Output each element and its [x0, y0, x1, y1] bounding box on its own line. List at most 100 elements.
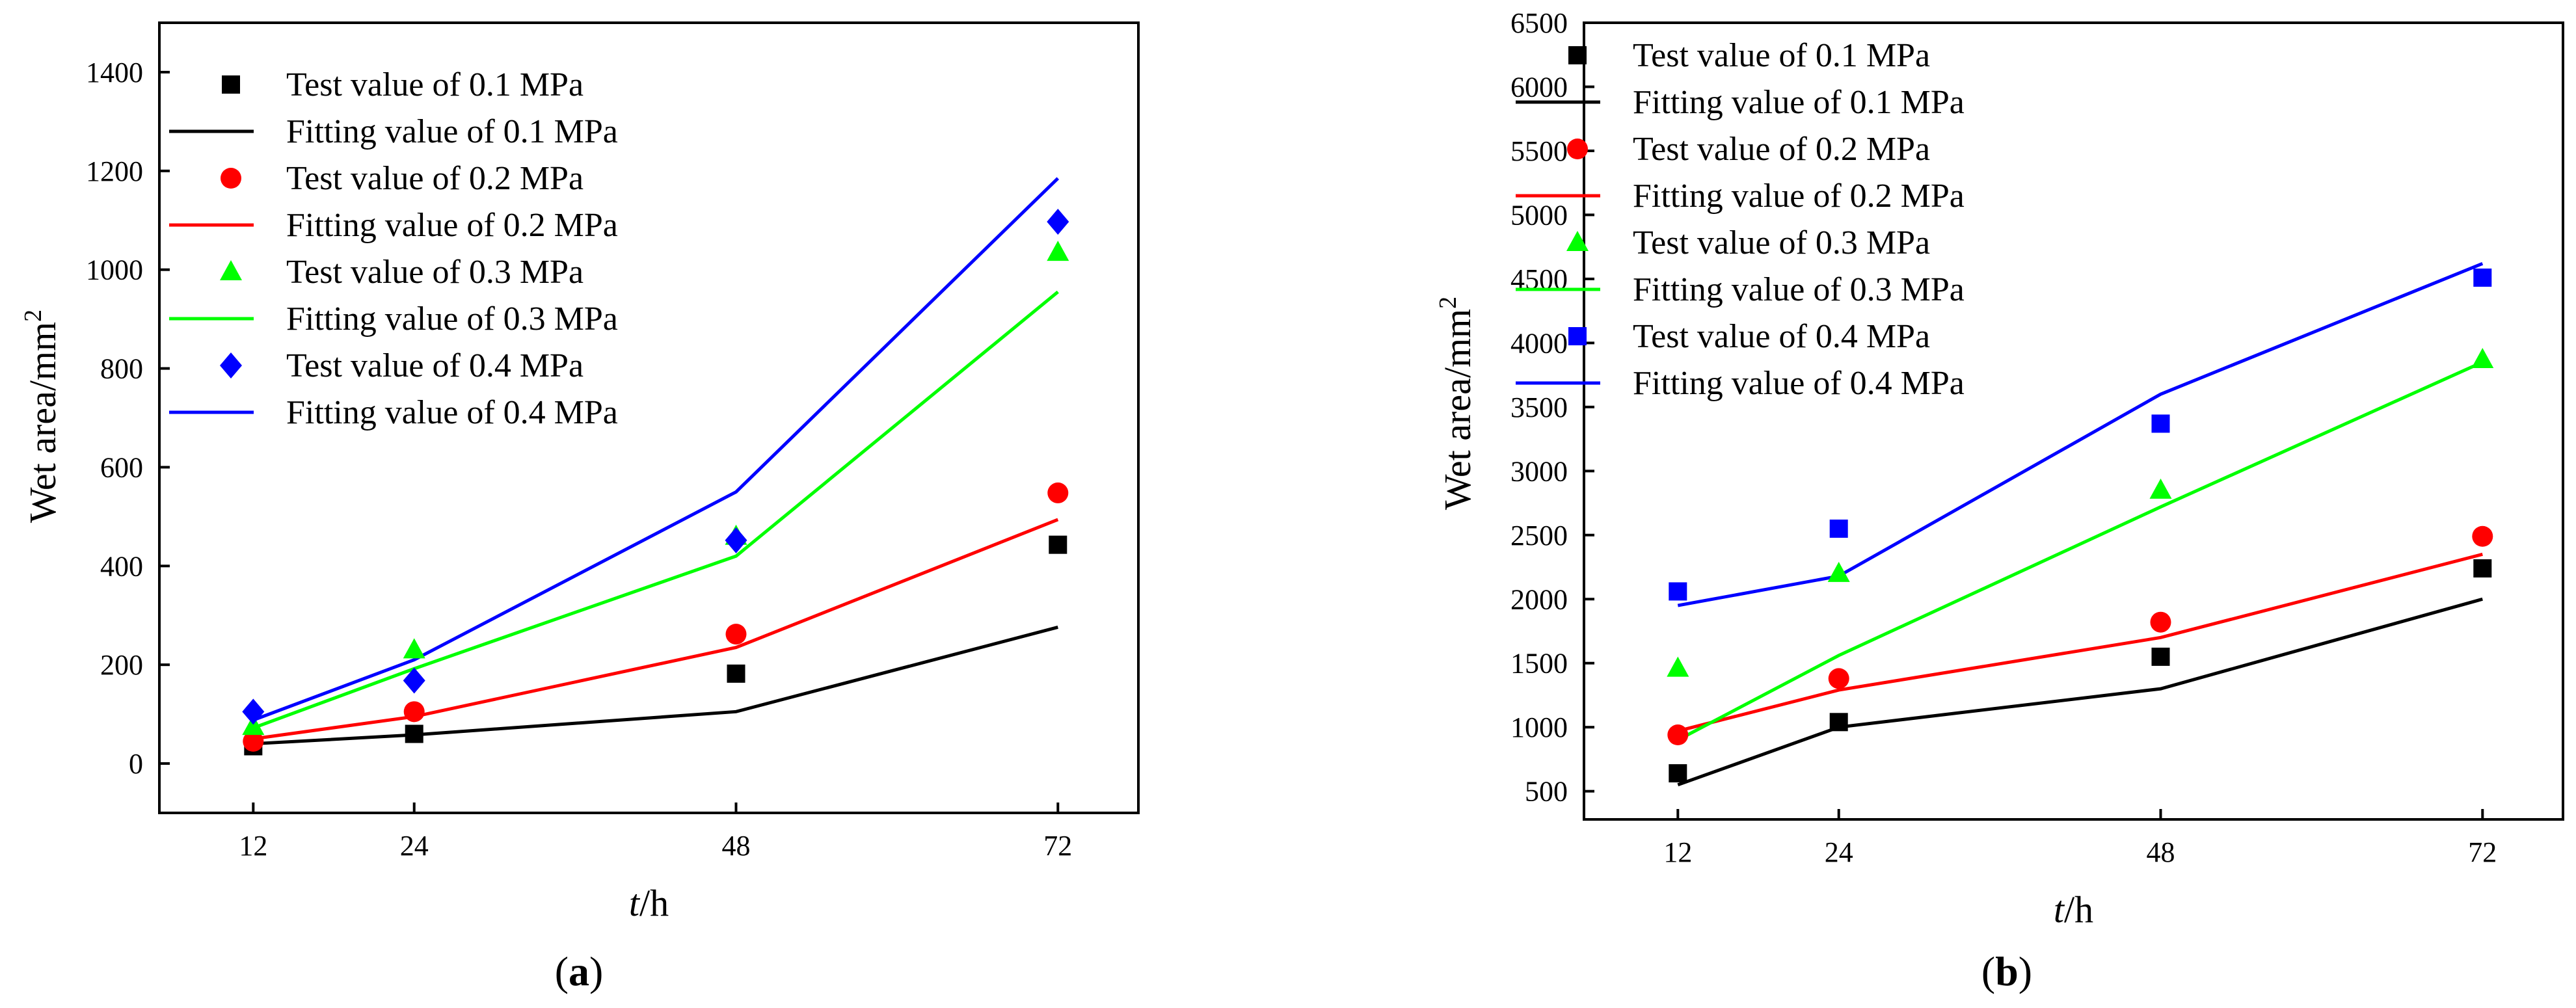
chart-a-x-tick-label: 72 — [1043, 830, 1072, 862]
chart-a-data-point — [1049, 535, 1067, 554]
chart-b-legend-marker-swatch — [1567, 139, 1588, 159]
chart-a-x-tick-label: 12 — [239, 830, 267, 862]
chart-a-plot-frame — [158, 21, 1140, 814]
chart-a-legend-entry: Fitting value of 0.2 MPa — [286, 207, 618, 244]
chart-a-fit-line — [252, 290, 1059, 730]
chart-b-data-point — [2151, 647, 2170, 666]
chart-b-y-tick-label: 1000 — [1510, 711, 1568, 743]
chart-a-fit-line — [252, 177, 1060, 722]
chart-a-x-axis-label: t/h — [629, 882, 669, 924]
chart-b-y-axis-label-main: Wet area/mm — [1436, 309, 1479, 510]
chart-a-data-point — [242, 698, 265, 725]
chart-a-panel-label-letter: a — [569, 948, 589, 994]
chart-a-y-tick-label: 1400 — [86, 57, 143, 88]
chart-b-data-point — [1827, 561, 1850, 582]
chart-a-legend-entry: Test value of 0.4 MPa — [286, 347, 584, 384]
chart-b-y-tick-label: 2000 — [1510, 583, 1568, 615]
chart-b-legend-entry: Test value of 0.1 MPa — [1633, 37, 1930, 74]
chart-b-legend-marker-swatch — [1568, 327, 1587, 345]
chart-a-data-point — [1047, 241, 1069, 261]
chart-a-panel: 0 200 400 600 800 1000 1200 1400 12 24 48 72 Test va… — [20, 21, 1140, 994]
chart-a-data-point — [1047, 482, 1069, 503]
chart-a-panel-label: (a) — [555, 948, 604, 994]
chart-b-x-axis-label: t/h — [2054, 888, 2093, 931]
chart-a-legend-entry: Fitting value of 0.3 MPa — [286, 300, 618, 338]
chart-a-data-point — [242, 715, 265, 736]
chart-b-panel-label-close: ) — [2019, 948, 2032, 994]
chart-b-legend-entry: Fitting value of 0.2 MPa — [1633, 178, 1965, 215]
chart-b-x-axis-label-variable: t — [2054, 888, 2065, 931]
chart-b-legend-entry: Fitting value of 0.3 MPa — [1633, 271, 1965, 308]
chart-a-y-axis-label-main: Wet area/mm — [21, 322, 64, 523]
chart-a-x-axis-label-variable: t — [629, 882, 641, 924]
chart-b-data-point — [1669, 582, 1687, 601]
chart-b-data-point — [1829, 519, 1848, 538]
chart-b-data-point — [2151, 414, 2170, 433]
chart-a-y-tick-label: 400 — [100, 550, 143, 582]
chart-b-legend-entry: Test value of 0.4 MPa — [1633, 318, 1930, 355]
chart-b-data-point — [1667, 724, 1689, 746]
chart-a-x-axis-label-unit: /h — [639, 882, 669, 924]
chart-b-y-tick-label: 2500 — [1510, 520, 1568, 551]
chart-b-y-tick-label: 3000 — [1510, 455, 1568, 487]
chart-b-panel: 5001000150020002500300035004000450050005… — [1434, 7, 2564, 994]
chart-a-x-tick-label: 24 — [400, 830, 429, 862]
chart-a-y-tick-label: 600 — [100, 451, 143, 483]
chart-b-data-point — [2150, 611, 2171, 633]
chart-b-plot-frame — [1583, 21, 2564, 821]
chart-a-panel-label-close: ) — [589, 948, 603, 994]
chart-b-x-tick-label: 48 — [2147, 836, 2175, 868]
chart-a-data-point — [403, 667, 425, 694]
chart-a-y-tick-label: 0 — [129, 748, 143, 780]
chart-b-legend-entry: Test value of 0.3 MPa — [1633, 224, 1930, 261]
chart-a-legend-marker-swatch — [222, 75, 240, 94]
chart-b-legend-marker-swatch — [1566, 231, 1589, 251]
chart-b-y-tick-label: 1500 — [1510, 648, 1568, 680]
chart-a-y-axis-label: Wet area/mm2 — [20, 310, 64, 523]
chart-a-legend-entry: Fitting value of 0.4 MPa — [286, 394, 618, 431]
chart-a-data-point — [403, 701, 425, 723]
chart-a-legend-entry: Test value of 0.3 MPa — [286, 254, 584, 291]
chart-a-legend-entry: Fitting value of 0.1 MPa — [286, 113, 618, 150]
chart-b-y-tick-label: 4000 — [1510, 327, 1568, 359]
chart-a-legend-marker-swatch — [221, 168, 241, 189]
chart-b-y-tick-label: 5000 — [1510, 199, 1568, 231]
chart-a-y-tick-label: 800 — [100, 353, 143, 385]
chart-b-panel-label-letter: b — [1995, 948, 2019, 994]
chart-a-panel-label-open: ( — [555, 948, 569, 994]
chart-b-y-axis-label-superscript: 2 — [1434, 297, 1462, 309]
chart-b-y-axis-label: Wet area/mm2 — [1434, 297, 1479, 510]
chart-a-y-axis-label-superscript: 2 — [20, 310, 47, 322]
chart-b-fit-line — [1677, 261, 2484, 607]
chart-a-data-point — [1047, 209, 1069, 235]
chart-b-data-point — [1669, 764, 1687, 783]
chart-a-legend: Test value of 0.1 MPa Fitting value of 0.… — [169, 66, 618, 431]
chart-a-x-tick-label: 48 — [722, 830, 751, 862]
chart-b-data-point — [2149, 478, 2172, 499]
chart-a-legend-marker-swatch — [220, 260, 242, 280]
chart-b-panel-label: (b) — [1981, 948, 2032, 994]
chart-a-data-point — [405, 724, 423, 743]
chart-a-fit-line — [253, 626, 1058, 746]
chart-b-y-tick-label: 5500 — [1510, 135, 1568, 167]
chart-b-legend-entry: Test value of 0.2 MPa — [1633, 131, 1930, 168]
chart-b-y-tick-label: 500 — [1525, 776, 1568, 808]
chart-b-legend-entry: Fitting value of 0.1 MPa — [1633, 84, 1965, 121]
chart-a-data-point — [243, 730, 264, 752]
chart-b-y-tick-label: 6500 — [1510, 7, 1568, 39]
chart-b-data-point — [1828, 668, 1849, 689]
chart-b-y-tick-label: 3500 — [1510, 391, 1568, 423]
chart-b-fit-line — [1677, 360, 2484, 742]
chart-a-y-tick-label: 1000 — [86, 254, 143, 286]
chart-b-x-axis-label-unit: /h — [2064, 888, 2093, 931]
chart-a-data-point — [727, 664, 745, 683]
chart-b-x-tick-label: 12 — [1663, 836, 1692, 868]
chart-a-legend-entry: Test value of 0.2 MPa — [286, 160, 584, 197]
chart-a-data-point — [403, 638, 425, 659]
chart-b-legend: Test value of 0.1 MPa Fitting value of 0.… — [1516, 37, 1965, 402]
chart-b-legend-entry: Fitting value of 0.4 MPa — [1633, 365, 1965, 402]
chart-a-legend-entry: Test value of 0.1 MPa — [286, 66, 584, 103]
chart-b-y-tick-label: 6000 — [1510, 71, 1568, 103]
chart-a-y-tick-label: 200 — [100, 649, 143, 681]
